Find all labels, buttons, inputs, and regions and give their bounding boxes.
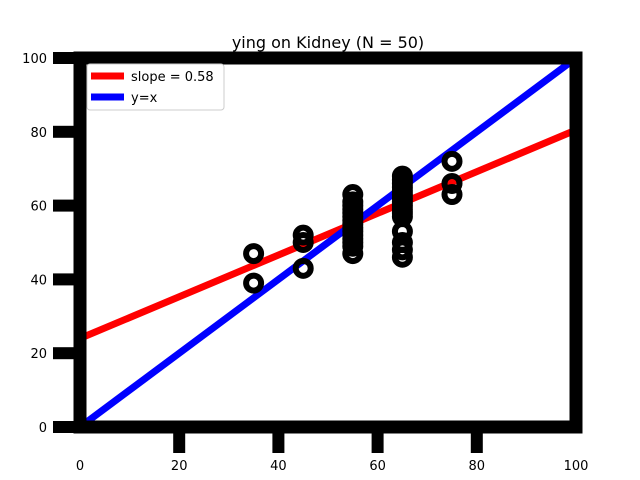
x-tick-label-3: 60 [369, 459, 386, 474]
data-point-35 [391, 246, 413, 268]
x-tick-mark-2 [272, 427, 285, 453]
legend-label-0: slope = 0.58 [131, 70, 214, 85]
y-tick-mark-5 [53, 52, 80, 64]
legend: slope = 0.58 y=x [86, 63, 225, 111]
x-tick-mark-4 [470, 427, 483, 453]
x-tick-mark-3 [371, 427, 384, 453]
data-point-3 [292, 232, 314, 253]
data-point-2 [292, 224, 314, 246]
x-tick-label-0: 0 [76, 459, 84, 474]
plot-border [73, 51, 583, 434]
y-tick-mark-1 [53, 347, 80, 360]
x-tick-label-5: 100 [564, 459, 589, 474]
data-point-34 [391, 239, 413, 261]
axes-frame [73, 51, 583, 434]
data-point-19 [342, 243, 364, 265]
x-tick-label-2: 40 [270, 459, 287, 474]
data-point-37 [441, 172, 463, 194]
legend-label-1: y=x [131, 91, 158, 106]
x-tick-label-4: 80 [469, 459, 486, 474]
y-tick-mark-2 [53, 273, 80, 286]
y-tick-mark-3 [53, 199, 80, 212]
regression-lines [80, 58, 576, 427]
axis-ticks: 0 20 40 60 80 100 0 20 40 60 80 100 [22, 52, 588, 474]
data-point-0 [243, 243, 265, 265]
data-point-38 [441, 184, 463, 206]
y-tick-mark-4 [53, 125, 80, 138]
data-points [243, 150, 463, 294]
y-tick-label-0: 0 [39, 421, 47, 436]
chart-title: ying on Kidney (N = 50) [232, 33, 424, 52]
y-tick-label-2: 40 [30, 273, 47, 288]
y-tick-mark-0 [53, 421, 80, 433]
x-tick-mark-1 [173, 427, 186, 453]
data-point-4 [292, 257, 314, 279]
series-line-1 [80, 58, 576, 427]
data-point-36 [441, 150, 463, 172]
y-tick-label-3: 60 [30, 200, 47, 215]
data-point-18 [342, 235, 364, 257]
y-tick-label-1: 20 [30, 347, 47, 362]
data-point-1 [243, 272, 265, 294]
y-tick-label-4: 80 [30, 126, 47, 141]
y-tick-label-5: 100 [22, 52, 47, 67]
data-point-32 [391, 220, 413, 242]
x-tick-label-1: 20 [171, 459, 188, 474]
series-line-0 [80, 126, 576, 342]
